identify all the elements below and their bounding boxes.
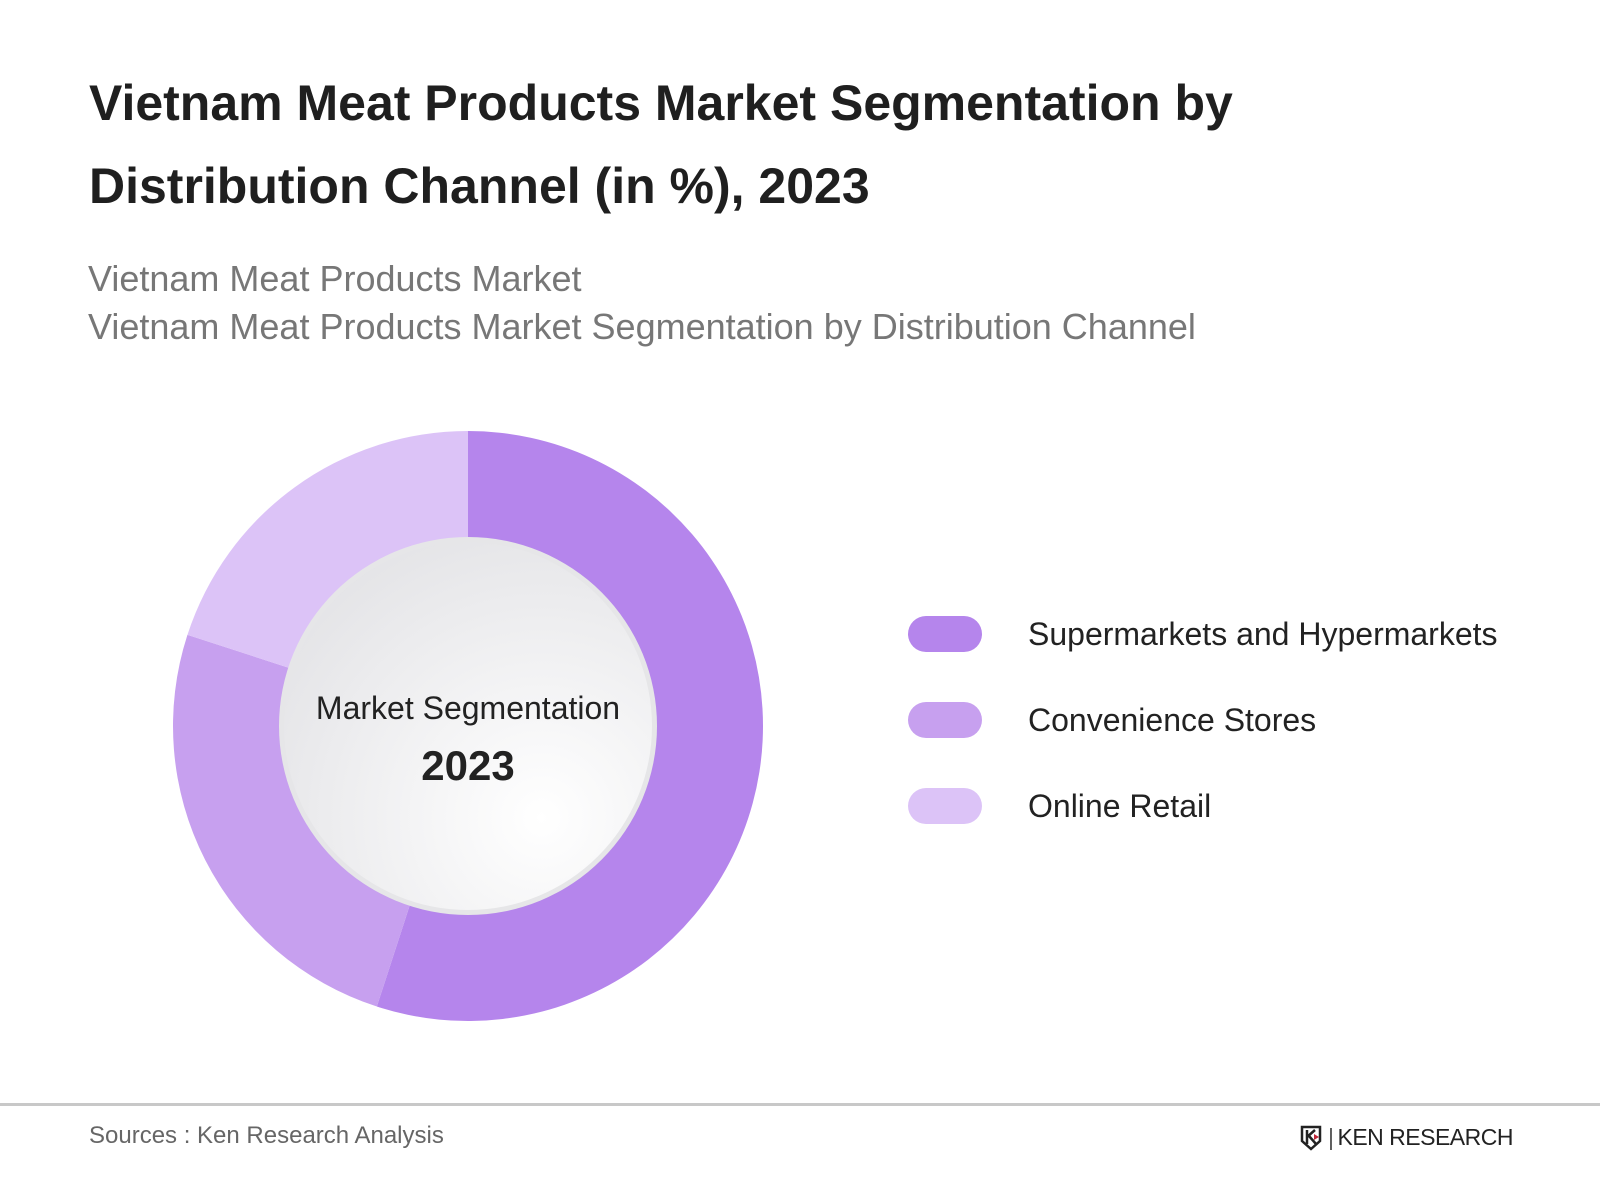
center-circle	[284, 542, 652, 910]
center-label: Market Segmentation	[316, 690, 620, 726]
subtitle-line-1: Vietnam Meat Products Market	[88, 258, 582, 299]
legend-label: Online Retail	[1028, 787, 1212, 824]
legend-label: Convenience Stores	[1028, 701, 1317, 738]
slice-online-retail	[187, 431, 468, 669]
legend-swatch	[908, 788, 982, 824]
legend-item: Supermarkets and Hypermarkets	[908, 614, 1498, 654]
center-year: 2023	[421, 742, 514, 789]
ken-research-logo: | KEN RESEARCH	[1300, 1124, 1513, 1151]
footer-divider	[0, 1103, 1600, 1106]
donut-chart: Market Segmentation 2023	[173, 431, 764, 1021]
legend-label: Supermarkets and Hypermarkets	[1028, 615, 1498, 652]
source-note: Sources : Ken Research Analysis	[89, 1122, 444, 1149]
slice-supermarkets-and-hypermarkets	[376, 431, 764, 1021]
legend-item: Online Retail	[908, 786, 1211, 826]
legend-swatch	[908, 702, 982, 738]
chart-title: Vietnam Meat Products Market Segmentatio…	[89, 75, 1233, 214]
legend-item: Convenience Stores	[908, 700, 1316, 740]
legend-swatch	[908, 616, 982, 652]
subtitle-line-2: Vietnam Meat Products Market Segmentatio…	[88, 306, 1196, 347]
slice-convenience-stores	[173, 634, 411, 1007]
ken-research-logo-icon	[1300, 1125, 1322, 1151]
